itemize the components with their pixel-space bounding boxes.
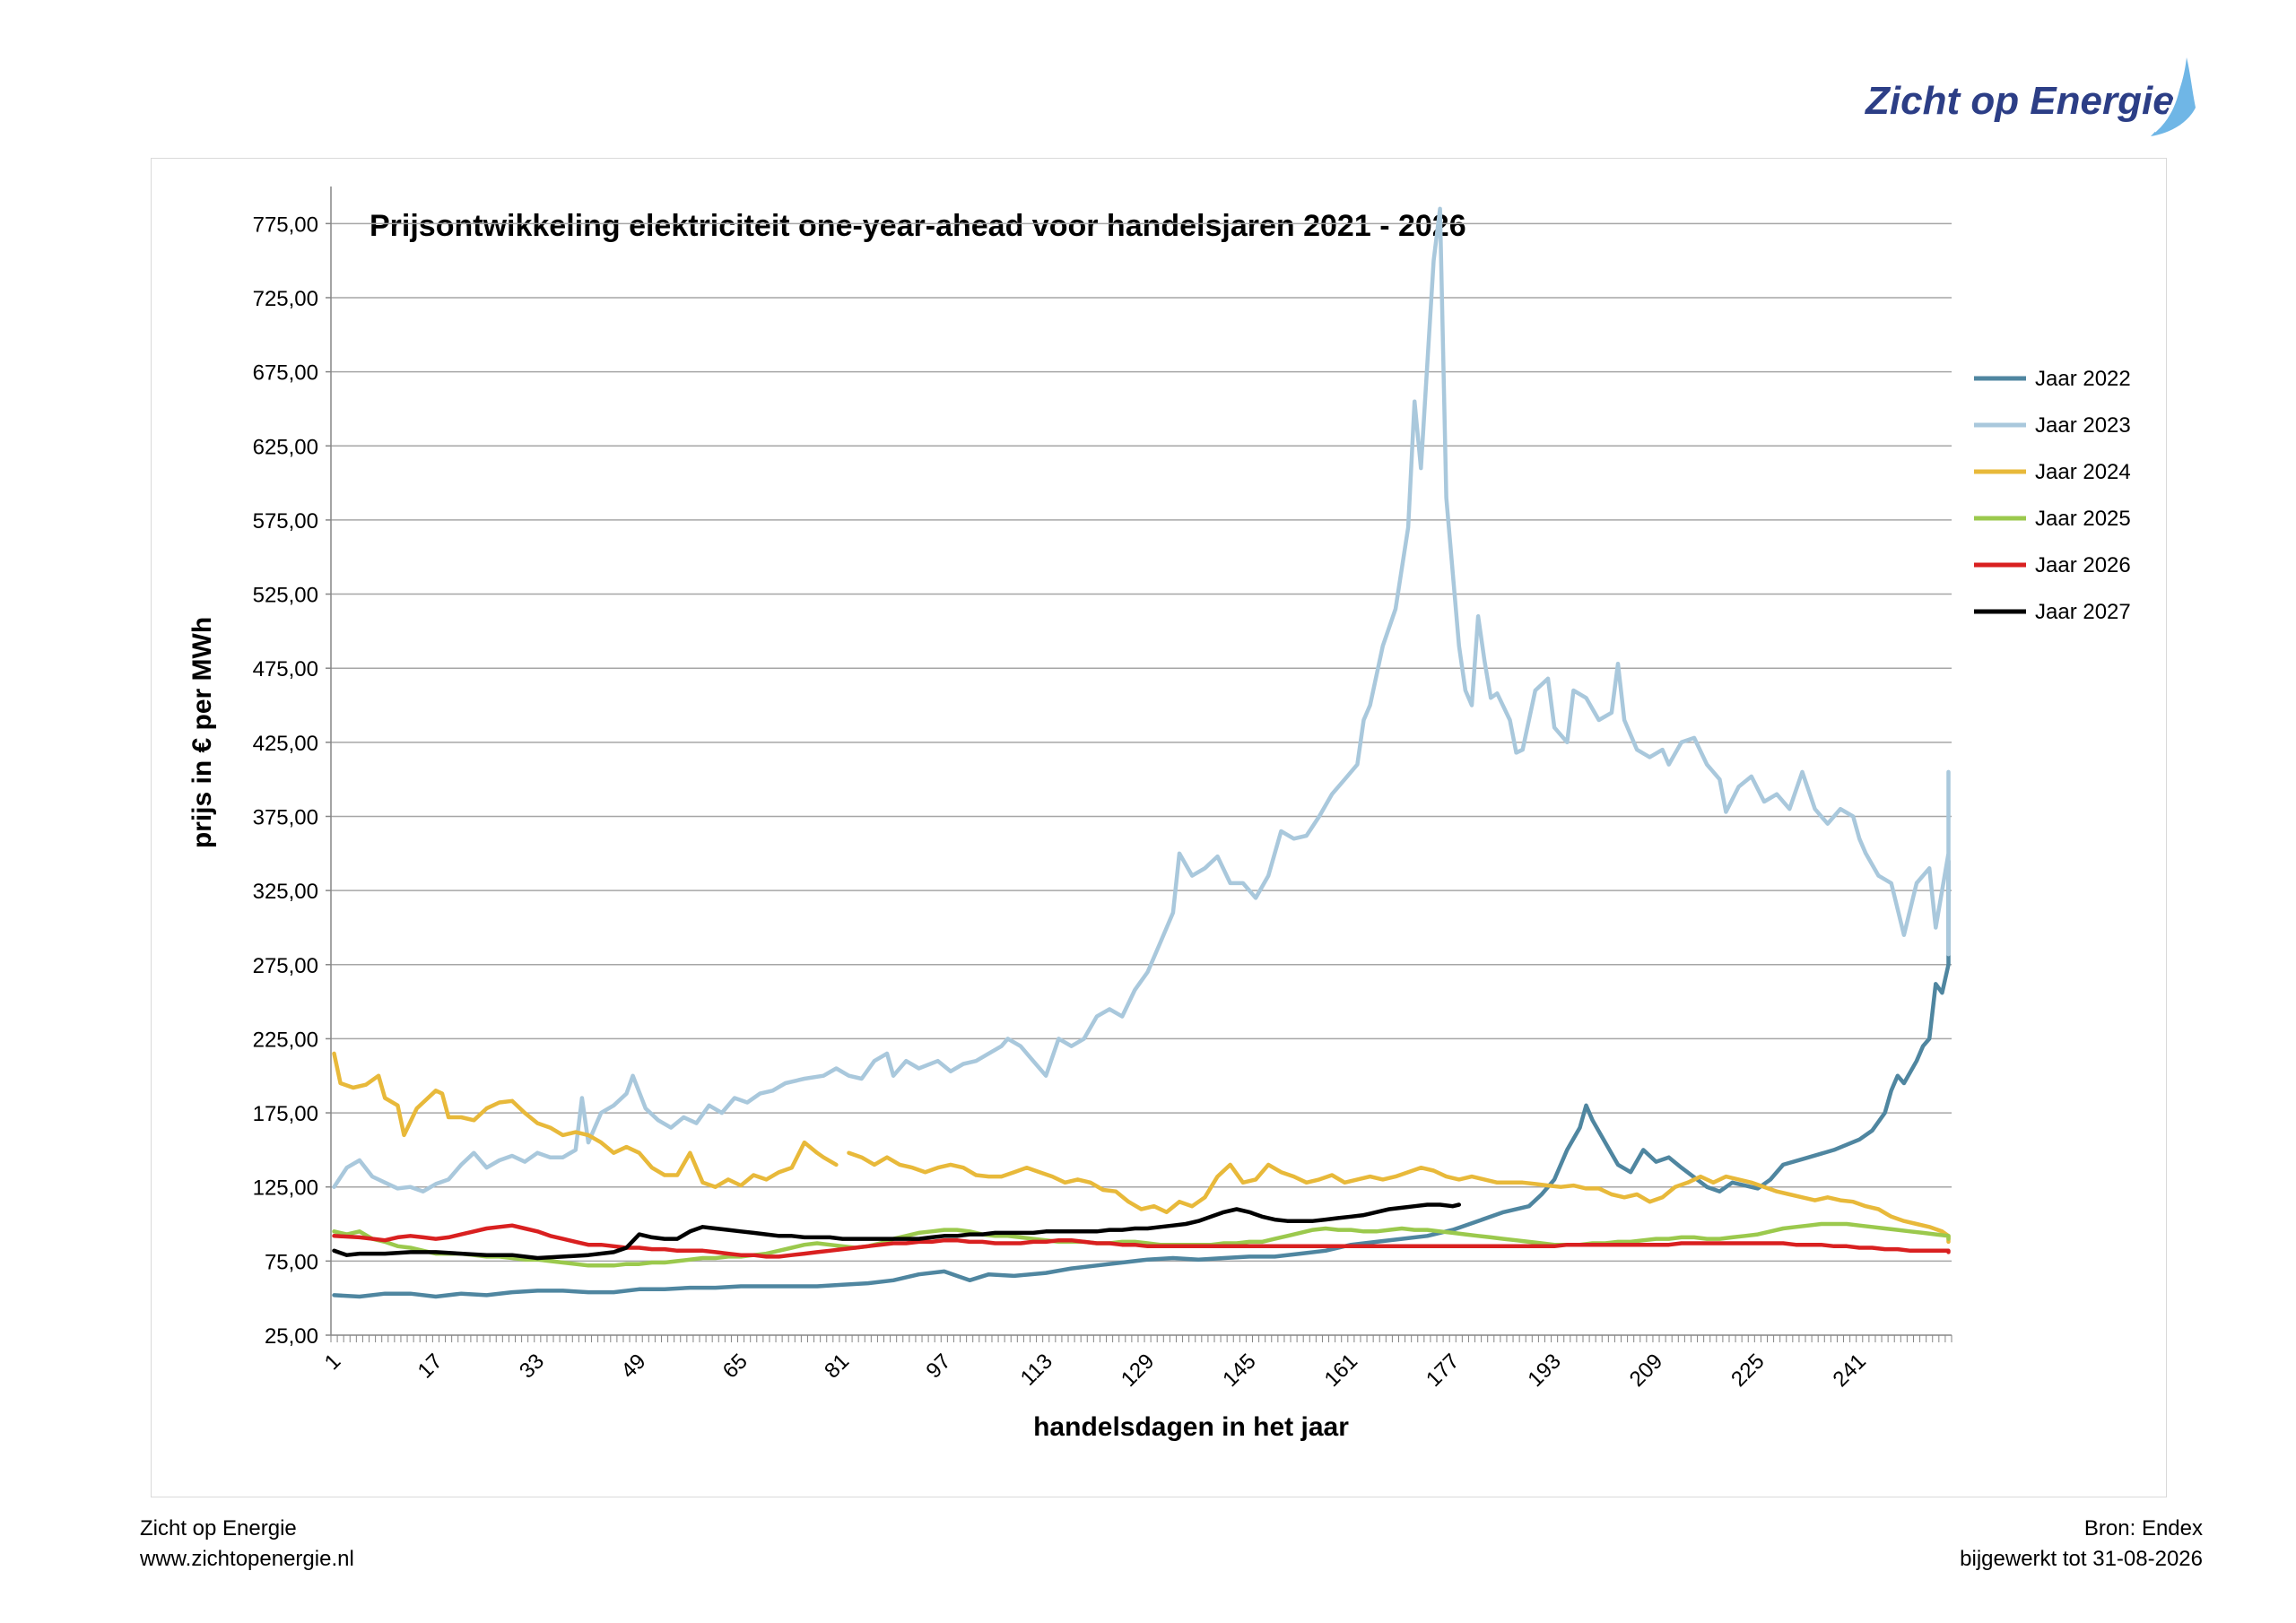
x-tick-label: 1	[320, 1350, 346, 1376]
footer-right: Bron: Endex bijgewerkt tot 31-08-2026	[1960, 1514, 2203, 1575]
y-tick-label: 675,00	[253, 361, 318, 386]
x-tick-label: 33	[515, 1350, 549, 1384]
y-tick-label: 25,00	[265, 1324, 318, 1349]
y-tick-label: 425,00	[253, 732, 318, 756]
legend-label: Jaar 2023	[2035, 413, 2131, 438]
y-tick-label: 775,00	[253, 213, 318, 237]
legend-label: Jaar 2026	[2035, 553, 2131, 577]
sail-logo-icon	[2151, 57, 2196, 136]
x-tick-label: 65	[718, 1350, 752, 1384]
legend-label: Jaar 2025	[2035, 507, 2131, 531]
x-tick-label: 97	[922, 1350, 956, 1384]
x-tick-label: 177	[1422, 1350, 1464, 1392]
y-axis-label: prijs in € per MWh	[187, 617, 217, 848]
y-tick-label: 175,00	[253, 1102, 318, 1126]
y-tick-label: 275,00	[253, 954, 318, 978]
y-tick-label: 625,00	[253, 435, 318, 459]
x-tick-labels: 1 17 33 49 65 81 97 113 129 145 161 177 193 209 225 241	[320, 1350, 1871, 1392]
footer-source: Bron: Endex	[2083, 1516, 2203, 1541]
x-tick-label: 241	[1829, 1350, 1871, 1392]
y-tick-label: 725,00	[253, 287, 318, 311]
x-tick-label: 81	[820, 1350, 854, 1384]
x-tick-label: 113	[1016, 1350, 1057, 1391]
y-tick-label: 225,00	[253, 1028, 318, 1052]
series-line-jaar-2022	[332, 858, 1951, 1299]
legend-label: Jaar 2022	[2035, 367, 2131, 391]
footer-company: Zicht op Energie	[140, 1516, 297, 1541]
brand-name: Zicht op Energie	[1866, 79, 2175, 123]
x-tick-label: 161	[1320, 1350, 1362, 1392]
x-tick-label: 209	[1625, 1350, 1667, 1392]
chart-frame: Prijsontwikkeling elektriciteit one-year…	[151, 158, 2167, 1497]
y-tick-label: 375,00	[253, 805, 318, 829]
series-line-jaar-2023	[332, 206, 1951, 1193]
footer-left: Zicht op Energie www.zichtopenergie.nl	[140, 1514, 354, 1575]
price-line-chart: Prijsontwikkeling elektriciteit one-year…	[187, 187, 2131, 1442]
chart-title: Prijsontwikkeling elektriciteit one-year…	[370, 209, 1466, 243]
series-lines	[332, 206, 1951, 1299]
y-tick-labels: 25,00 75,00 125,00 175,00 225,00 275,00 325,00…	[253, 213, 318, 1349]
x-tick-label: 17	[413, 1350, 448, 1384]
x-tick-label: 193	[1523, 1350, 1565, 1392]
y-tick-label: 125,00	[253, 1176, 318, 1201]
gridlines	[331, 222, 1952, 1263]
brand-logo-block: Zicht op Energie	[1848, 54, 2206, 143]
series-line-jaar-2024	[332, 1051, 1951, 1245]
x-tick-label: 145	[1218, 1350, 1260, 1392]
series-line-jaar-2027	[332, 1202, 1462, 1261]
axes	[326, 187, 1952, 1342]
y-tick-label: 525,00	[253, 584, 318, 608]
x-tick-label: 225	[1726, 1350, 1769, 1392]
footer-website-link[interactable]: www.zichtopenergie.nl	[140, 1547, 354, 1571]
y-tick-label: 75,00	[265, 1250, 318, 1274]
footer-updated: bijgewerkt tot 31-08-2026	[1960, 1547, 2203, 1571]
legend-label: Jaar 2027	[2035, 600, 2131, 624]
x-axis-label: handelsdagen in het jaar	[1033, 1412, 1349, 1442]
x-tick-label: 129	[1117, 1350, 1159, 1392]
legend-label: Jaar 2024	[2035, 460, 2131, 484]
x-tick-label: 49	[616, 1350, 650, 1384]
legend: Jaar 2022 Jaar 2023 Jaar 2024 Jaar 2025 Jaar…	[1974, 367, 2131, 624]
y-tick-label: 325,00	[253, 880, 318, 904]
y-tick-label: 575,00	[253, 509, 318, 534]
y-tick-label: 475,00	[253, 657, 318, 681]
